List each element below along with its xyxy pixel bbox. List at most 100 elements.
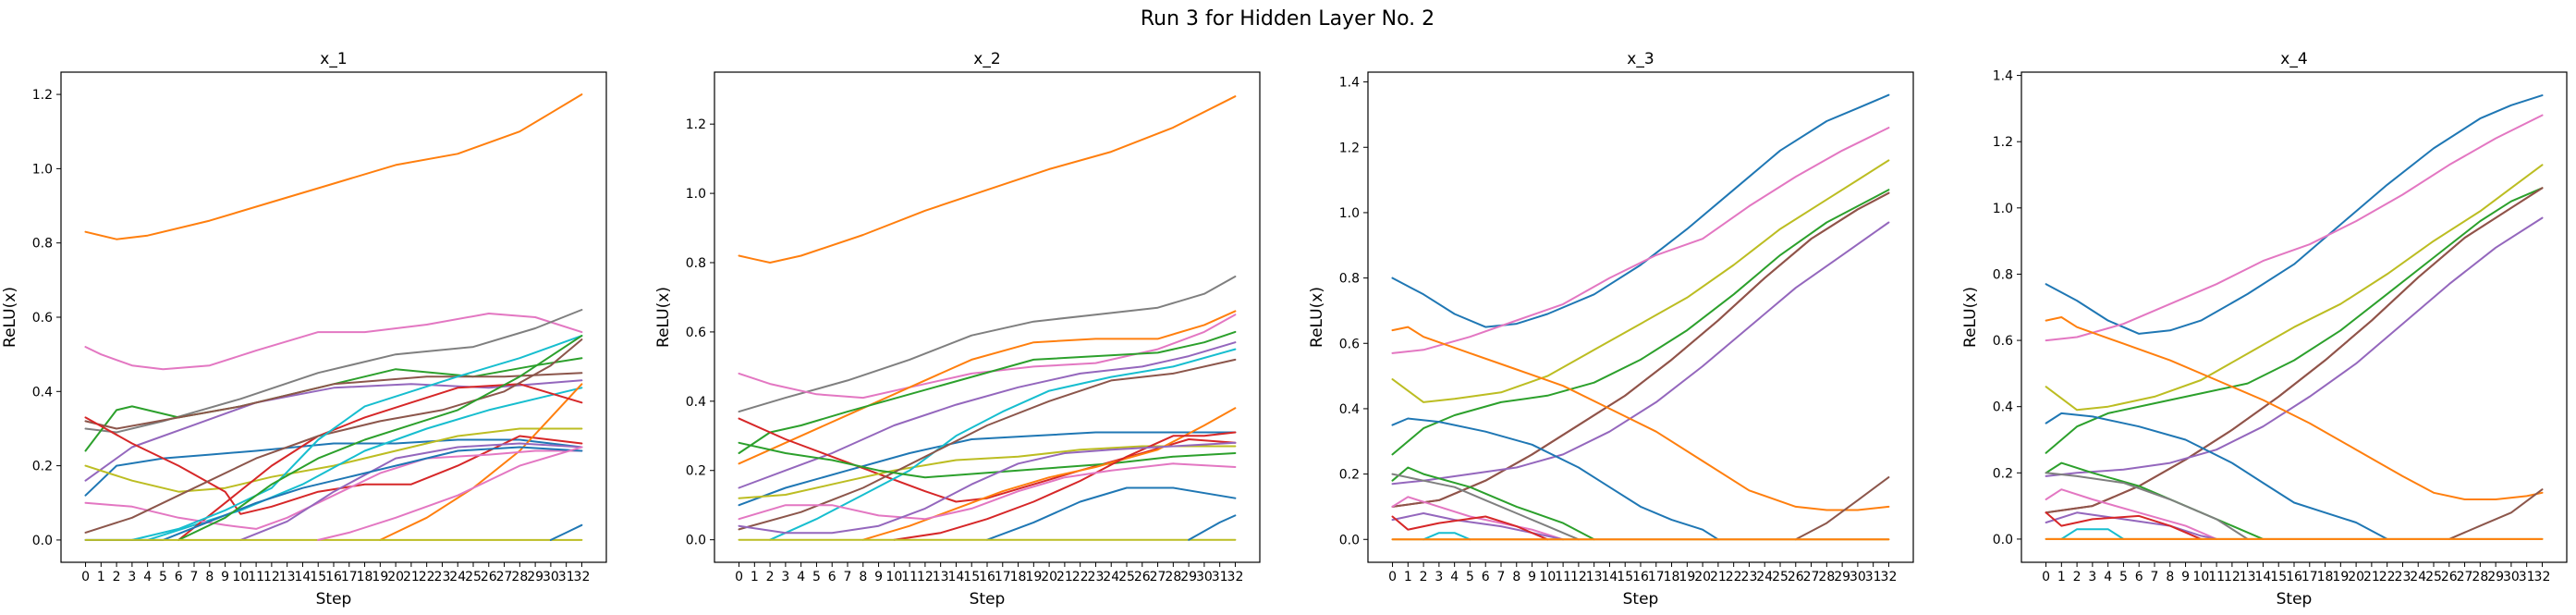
chart-4-ytick-label: 1.4 <box>1993 69 2013 84</box>
chart-3-series-line-2 <box>1391 127 1890 354</box>
chart-1-xtick-label: 4 <box>143 570 152 584</box>
chart-1-xtick-label: 1 <box>97 570 105 584</box>
chart-1-ytick-label: 1.0 <box>32 162 53 177</box>
chart-1-ytick-label: 0.6 <box>32 311 53 326</box>
chart-4-xtick-label: 19 <box>2332 570 2349 584</box>
chart-1-series-line-2 <box>84 313 583 371</box>
chart-3-xtick-label: 14 <box>1602 570 1618 584</box>
chart-4-ytick-label: 0.8 <box>1993 267 2013 282</box>
chart-1-series-line-11 <box>379 383 583 541</box>
chart-3-series-line-15 <box>1422 532 1471 541</box>
chart-2-xtick-label: 3 <box>781 570 789 584</box>
chart-2-xtick-label: 6 <box>828 570 836 584</box>
chart-3-xtick-label: 24 <box>1756 570 1773 584</box>
chart-2-title: x_2 <box>973 50 1000 68</box>
chart-3-series-line-3 <box>1391 159 1890 403</box>
chart-3-xtick-label: 23 <box>1741 570 1758 584</box>
chart-1-xtick-label: 8 <box>205 570 214 584</box>
chart-4-ytick-label: 1.2 <box>1993 135 2013 150</box>
chart-4-xtick-label: 9 <box>2181 570 2190 584</box>
chart-1-series-group <box>84 93 583 541</box>
chart-1-series-line-9 <box>84 416 583 515</box>
chart-2-ylabel: ReLU(x) <box>654 287 673 348</box>
chart-2-xtick-label: 29 <box>1180 570 1197 584</box>
chart-4-series-line-3 <box>2045 164 2544 412</box>
chart-2-xtick-label: 21 <box>1056 570 1073 584</box>
chart-4-xtick-label: 29 <box>2487 570 2504 584</box>
chart-4-xtick-label: 11 <box>2208 570 2225 584</box>
chart-3-xlabel: Step <box>1623 590 1659 609</box>
chart-2-xtick-label: 32 <box>1227 570 1244 584</box>
chart-1-series-line-8 <box>84 427 583 493</box>
chart-1-xtick-label: 31 <box>558 570 575 584</box>
chart-4-series-line-13 <box>2045 511 2218 540</box>
chart-3-series-line-9 <box>1391 417 1719 541</box>
chart-2-xtick-label: 19 <box>1025 570 1042 584</box>
chart-2-ytick-label: 0.6 <box>686 326 706 340</box>
chart-4-xtick-label: 17 <box>2301 570 2318 584</box>
chart-3-xtick-label: 9 <box>1528 570 1536 584</box>
chart-2-xtick-label: 14 <box>948 570 965 584</box>
chart-3-xtick-label: 26 <box>1788 570 1804 584</box>
chart-2-series-line-14 <box>893 431 1237 541</box>
chart-4-ytick-label: 1.0 <box>1993 202 2013 216</box>
chart-3-series-line-7 <box>1391 221 1890 486</box>
chart-2-xtick-label: 20 <box>1041 570 1057 584</box>
chart-4-xtick-label: 7 <box>2151 570 2159 584</box>
chart-1-xtick-label: 16 <box>325 570 342 584</box>
chart-3-xtick-label: 27 <box>1803 570 1820 584</box>
chart-1-series-line-6 <box>84 372 583 430</box>
chart-1-xtick-label: 32 <box>574 570 591 584</box>
chart-2-xtick-label: 11 <box>901 570 918 584</box>
chart-3-xtick-label: 20 <box>1694 570 1711 584</box>
chart-3-xtick-label: 13 <box>1586 570 1603 584</box>
chart-1-series-line-10 <box>146 387 583 541</box>
chart-2-xtick-label: 18 <box>1010 570 1027 584</box>
chart-3-xtick-label: 5 <box>1466 570 1474 584</box>
chart-1-series-line-1 <box>84 93 583 240</box>
chart-2-series-line-16 <box>738 441 1237 535</box>
chart-1-xtick-label: 12 <box>263 570 280 584</box>
chart-4-series-line-16 <box>2448 488 2544 540</box>
chart-2-xtick-label: 31 <box>1212 570 1228 584</box>
chart-3-xtick-label: 31 <box>1865 570 1882 584</box>
chart-3-series-group <box>1391 93 1890 541</box>
chart-1-xtick-label: 29 <box>527 570 543 584</box>
chart-2-xtick-label: 28 <box>1165 570 1181 584</box>
chart-2-series-line-6 <box>738 341 1237 489</box>
chart-3-ytick-label: 1.2 <box>1339 141 1360 155</box>
chart-4-series-line-7 <box>2045 216 2544 477</box>
chart-1-series-line-20 <box>549 523 583 541</box>
chart-1-xtick-label: 3 <box>128 570 136 584</box>
chart-4-xtick-label: 10 <box>2192 570 2209 584</box>
chart-4-xtick-label: 3 <box>2088 570 2096 584</box>
chart-3-xtick-label: 0 <box>1388 570 1397 584</box>
chart-3-ytick-label: 0.6 <box>1339 337 1360 351</box>
chart-4-series-line-2 <box>2045 114 2544 342</box>
chart-1-series-line-3 <box>84 309 583 434</box>
chart-4-xtick-label: 28 <box>2472 570 2488 584</box>
chart-4-xtick-label: 20 <box>2348 570 2364 584</box>
chart-3-xtick-label: 16 <box>1632 570 1649 584</box>
chart-4-xtick-label: 21 <box>2363 570 2380 584</box>
chart-3-series-line-11 <box>1391 473 1580 541</box>
chart-3-xtick-label: 2 <box>1420 570 1428 584</box>
chart-3-xtick-label: 11 <box>1555 570 1571 584</box>
chart-4-series-line-11 <box>2045 472 2249 540</box>
chart-2-xtick-label: 1 <box>751 570 759 584</box>
chart-1-xtick-label: 30 <box>543 570 559 584</box>
chart-4-xtick-label: 6 <box>2135 570 2143 584</box>
chart-1-series-line-21 <box>317 446 583 541</box>
chart-2-xtick-label: 8 <box>859 570 867 584</box>
chart-2-panel: x_20 1 2 3 4 5 6 7 8 9 101112131415161718192021222… <box>654 50 1261 609</box>
chart-4-xtick-label: 12 <box>2224 570 2240 584</box>
chart-1-series-line-7 <box>84 438 583 497</box>
chart-3-xtick-label: 17 <box>1648 570 1665 584</box>
chart-4-series-line-8 <box>2045 316 2544 500</box>
chart-2-xtick-label: 27 <box>1150 570 1166 584</box>
chart-1-xtick-label: 15 <box>310 570 326 584</box>
chart-2-xtick-label: 16 <box>979 570 995 584</box>
chart-2-series-line-17 <box>986 486 1237 541</box>
chart-2-series-line-19 <box>1188 514 1237 541</box>
chart-2-xtick-label: 26 <box>1134 570 1151 584</box>
